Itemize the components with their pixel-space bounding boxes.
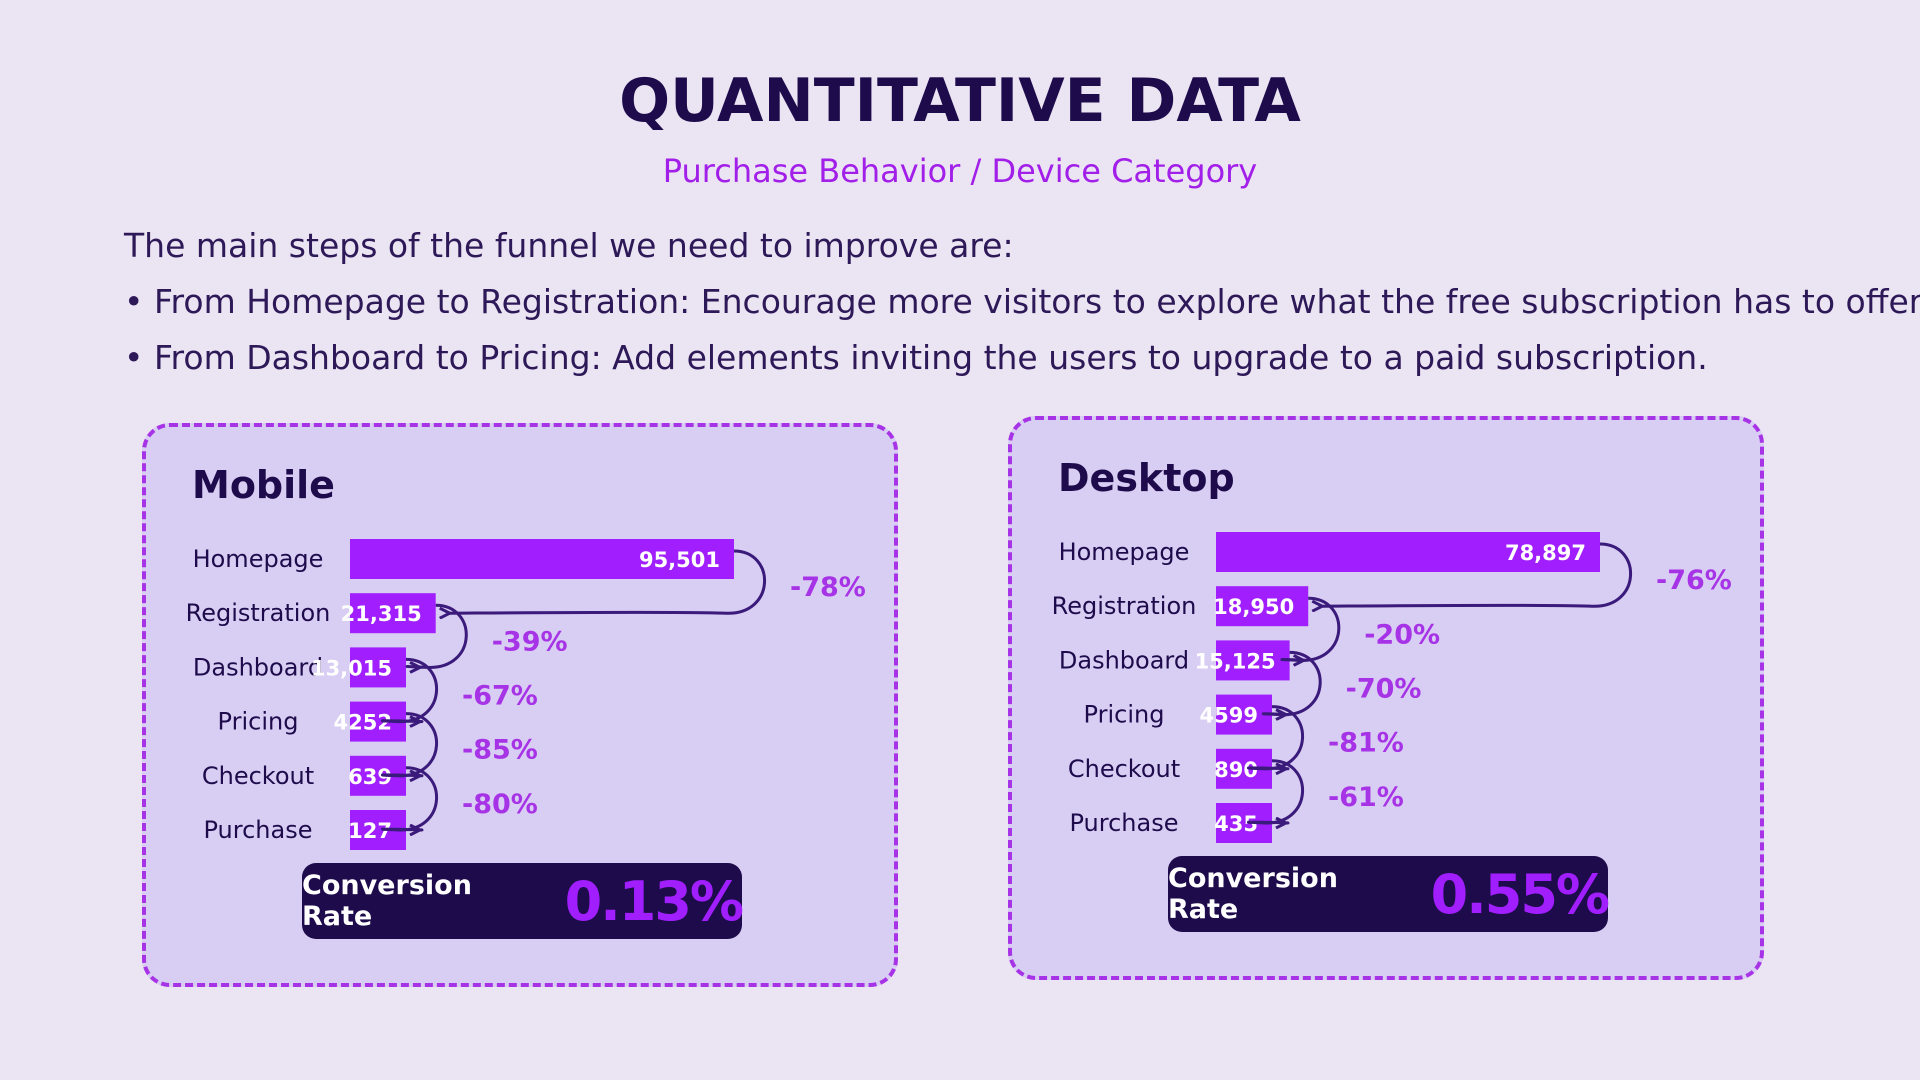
funnel-drop-arrow: [380, 766, 439, 830]
funnel-step-label: Purchase: [1070, 809, 1179, 837]
page-subtitle: Purchase Behavior / Device Category: [662, 152, 1258, 190]
funnel-bar: [350, 539, 734, 579]
funnel-step-label: Purchase: [204, 816, 313, 844]
funnel-bar-value: 4599: [1200, 704, 1258, 728]
funnel-step-label: Homepage: [193, 545, 324, 573]
desktop-funnel-chart: Homepage 78,897 Registration 18,950 Dashboar…: [1052, 532, 1732, 843]
conversion-rate-badge: Conversion Rate 0.55%: [1168, 856, 1610, 932]
funnel-drop-arrow: [1246, 759, 1305, 823]
funnel-drop-arrow: [1246, 705, 1305, 769]
funnel-drop-percent: -20%: [1364, 619, 1440, 650]
funnel-drop-percent: -67%: [462, 681, 538, 712]
conversion-rate-label: Conversion Rate: [302, 870, 472, 932]
intro-bullet: • From Homepage to Registration: Encoura…: [124, 282, 1920, 321]
conversion-rate-label: Conversion Rate: [1168, 863, 1338, 925]
funnel-step-label: Dashboard: [193, 653, 323, 681]
intro-text: The main steps of the funnel we need to …: [124, 218, 1920, 386]
funnel-bar-value: 890: [1214, 758, 1258, 782]
funnel-bar: [1216, 532, 1600, 572]
funnel-bar: [1216, 640, 1290, 681]
funnel-drop-percent: -80%: [462, 789, 538, 820]
funnel-bar-value: 435: [1214, 812, 1258, 836]
funnel-step-label: Registration: [186, 599, 331, 627]
mobile-funnel-panel: Mobile Homepage 95,501 Registration 21,315 D…: [142, 423, 898, 987]
page-title: QUANTITATIVE DATA: [619, 66, 1301, 136]
funnel-drop-percent: -81%: [1328, 728, 1404, 759]
funnel-step-label: Registration: [1052, 592, 1197, 620]
funnel-drop-percent: -70%: [1346, 674, 1422, 705]
funnel-step-label: Checkout: [1068, 755, 1180, 783]
mobile-funnel-chart: Homepage 95,501 Registration 21,315 Dashboar…: [186, 539, 866, 850]
funnel-bar: [350, 647, 406, 688]
funnel-step-label: Homepage: [1059, 538, 1190, 566]
funnel-bar-value: 15,125: [1195, 649, 1276, 673]
panel-title: Mobile: [192, 463, 335, 507]
funnel-drop-arrow: [1322, 542, 1633, 606]
desktop-funnel-panel: Desktop Homepage 78,897 Registration 18,950…: [1008, 416, 1764, 980]
intro-bullet: • From Dashboard to Pricing: Add element…: [124, 338, 1708, 377]
intro-lead: The main steps of the funnel we need to …: [124, 226, 1014, 265]
funnel-drop-percent: -85%: [462, 735, 538, 766]
funnel-bar-value: 78,897: [1505, 541, 1586, 565]
funnel-drop-arrow: [380, 712, 439, 776]
funnel-bar-value: 4252: [334, 711, 392, 735]
funnel-bar-value: 127: [348, 819, 392, 843]
panel-title: Desktop: [1058, 456, 1235, 500]
funnel-drop-percent: -78%: [790, 572, 866, 603]
funnel-drop-percent: -39%: [492, 626, 568, 657]
funnel-drop-percent: -76%: [1656, 565, 1732, 596]
funnel-step-label: Dashboard: [1059, 646, 1189, 674]
funnel-bar-value: 639: [348, 765, 392, 789]
funnel-drop-percent: -61%: [1328, 782, 1404, 813]
funnel-step-label: Pricing: [1084, 701, 1165, 729]
funnel-bar: [350, 593, 436, 634]
conversion-rate-badge: Conversion Rate 0.13%: [302, 863, 744, 939]
funnel-bar-value: 95,501: [639, 548, 720, 572]
conversion-rate-value: 0.13%: [564, 869, 744, 933]
conversion-rate-value: 0.55%: [1430, 862, 1610, 926]
funnel-drop-arrow: [1261, 650, 1322, 714]
funnel-bar-value: 13,015: [311, 656, 392, 680]
funnel-drop-arrow: [450, 549, 767, 613]
funnel-drop-arrow: [380, 657, 439, 721]
funnel-drop-arrow: [1280, 596, 1341, 660]
funnel-step-label: Checkout: [202, 762, 314, 790]
funnel-bar-value: 21,315: [341, 602, 422, 626]
funnel-bar: [1216, 586, 1309, 627]
funnel-step-label: Pricing: [218, 708, 299, 736]
funnel-bar-value: 18,950: [1213, 595, 1294, 619]
